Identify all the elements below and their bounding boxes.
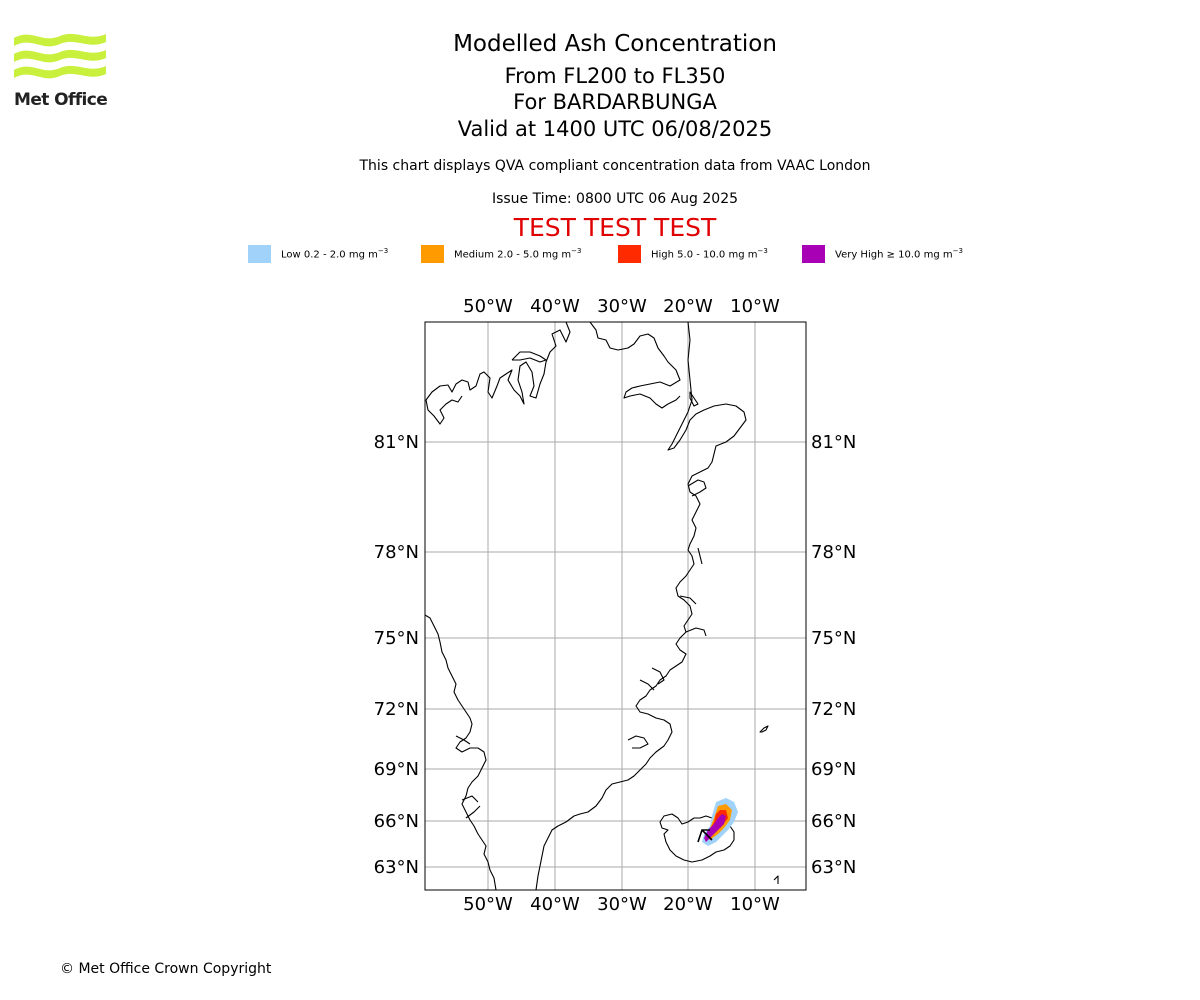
legend-label-low: Low 0.2 - 2.0 mg m−3 xyxy=(281,247,389,261)
lon-label-top-30w: 30°W xyxy=(597,296,647,317)
coastline-iceland xyxy=(659,813,735,863)
legend-item-medium: Medium 2.0 - 5.0 mg m−3 xyxy=(421,244,581,264)
coastline-west-fjord-2 xyxy=(461,795,479,803)
coastline-jan-mayen xyxy=(759,725,769,733)
coastline-peninsula xyxy=(511,351,547,363)
lat-label-left-75n: 75°N xyxy=(374,628,419,649)
legend-label-very-high: Very High ≥ 10.0 mg m−3 xyxy=(835,247,963,261)
coastline-north-east-2 xyxy=(535,322,747,890)
lat-label-right-81n: 81°N xyxy=(811,432,856,453)
lat-label-right-72n: 72°N xyxy=(811,699,856,720)
lon-label-bottom-40w: 40°W xyxy=(530,894,580,915)
map-gridlines xyxy=(425,322,806,890)
map-frame xyxy=(424,321,807,891)
lon-label-top-10w: 10°W xyxy=(730,296,780,317)
legend-label-high: High 5.0 - 10.0 mg m−3 xyxy=(651,247,768,261)
valid-time: Valid at 1400 UTC 06/08/2025 xyxy=(457,117,773,141)
met-office-waves-icon xyxy=(14,33,106,79)
chart-title: Modelled Ash Concentration xyxy=(453,31,777,57)
lon-label-bottom-10w: 10°W xyxy=(730,894,780,915)
lat-label-left-72n: 72°N xyxy=(374,699,419,720)
legend-item-high: High 5.0 - 10.0 mg m−3 xyxy=(618,244,768,264)
legend-swatch-medium xyxy=(421,245,444,263)
lat-label-right-75n: 75°N xyxy=(811,628,856,649)
met-office-logo-text: Met Office xyxy=(14,90,108,110)
coastlines xyxy=(425,322,779,890)
lon-label-top-50w: 50°W xyxy=(463,296,513,317)
lat-label-left-63n: 63°N xyxy=(374,857,419,878)
lat-label-right-69n: 69°N xyxy=(811,759,856,780)
coastline-north-greenland-2 xyxy=(425,395,463,425)
lon-label-bottom-30w: 30°W xyxy=(597,894,647,915)
lat-label-right-78n: 78°N xyxy=(811,542,856,563)
lat-labels-left: 81°N 78°N 75°N 72°N 69°N 66°N 63°N xyxy=(374,432,419,878)
coastline-fjord-5 xyxy=(639,679,655,691)
coastline-fjord-4 xyxy=(651,667,665,685)
lon-label-bottom-50w: 50°W xyxy=(463,894,513,915)
coastline-fjord-6 xyxy=(627,735,649,749)
lon-label-top-20w: 20°W xyxy=(663,296,713,317)
coastline-fjord-1 xyxy=(687,479,707,497)
lat-label-left-66n: 66°N xyxy=(374,811,419,832)
coastline-fjord-3 xyxy=(685,627,707,637)
ash-plume-very-high xyxy=(704,814,726,842)
lat-label-right-63n: 63°N xyxy=(811,857,856,878)
legend-item-low: Low 0.2 - 2.0 mg m−3 xyxy=(248,244,388,264)
coastline-fjord-2 xyxy=(679,595,697,605)
lat-labels-right: 81°N 78°N 75°N 72°N 69°N 66°N 63°N xyxy=(811,432,856,878)
met-office-logo: Met Office xyxy=(14,30,108,112)
test-banner: TEST TEST TEST xyxy=(513,213,717,242)
coastline-west-fjord-3 xyxy=(465,805,481,819)
volcano-marker xyxy=(697,829,713,843)
lat-label-left-78n: 78°N xyxy=(374,542,419,563)
lat-label-left-81n: 81°N xyxy=(374,432,419,453)
volcano-name: For BARDARBUNGA xyxy=(513,90,717,114)
copyright-notice: © Met Office Crown Copyright xyxy=(60,961,272,977)
coastline-east-stub xyxy=(697,547,703,565)
coastline-north-greenland xyxy=(425,322,571,405)
legend-label-medium: Medium 2.0 - 5.0 mg m−3 xyxy=(454,247,582,261)
coastline-north-east xyxy=(589,322,681,409)
legend-swatch-high xyxy=(618,245,641,263)
ash-plume xyxy=(697,798,738,846)
legend-swatch-low xyxy=(248,245,271,263)
coastline-west-fjord-1 xyxy=(455,735,471,745)
chart-description: This chart displays QVA compliant concen… xyxy=(359,158,871,174)
lon-label-bottom-20w: 20°W xyxy=(663,894,713,915)
issue-time: Issue Time: 0800 UTC 06 Aug 2025 xyxy=(491,191,739,207)
flight-level-range: From FL200 to FL350 xyxy=(504,64,726,88)
lat-label-left-69n: 69°N xyxy=(374,759,419,780)
lon-label-top-40w: 40°W xyxy=(530,296,580,317)
coastline-island-small xyxy=(689,391,699,407)
lon-labels-top: 50°W 40°W 30°W 20°W 10°W xyxy=(463,296,780,317)
coastline-east-edge xyxy=(773,875,779,884)
coastline-west-greenland xyxy=(425,614,497,890)
legend-item-very-high: Very High ≥ 10.0 mg m−3 xyxy=(802,244,963,264)
lon-labels-bottom: 50°W 40°W 30°W 20°W 10°W xyxy=(463,894,780,915)
lat-label-right-66n: 66°N xyxy=(811,811,856,832)
legend-swatch-very-high xyxy=(802,245,825,263)
